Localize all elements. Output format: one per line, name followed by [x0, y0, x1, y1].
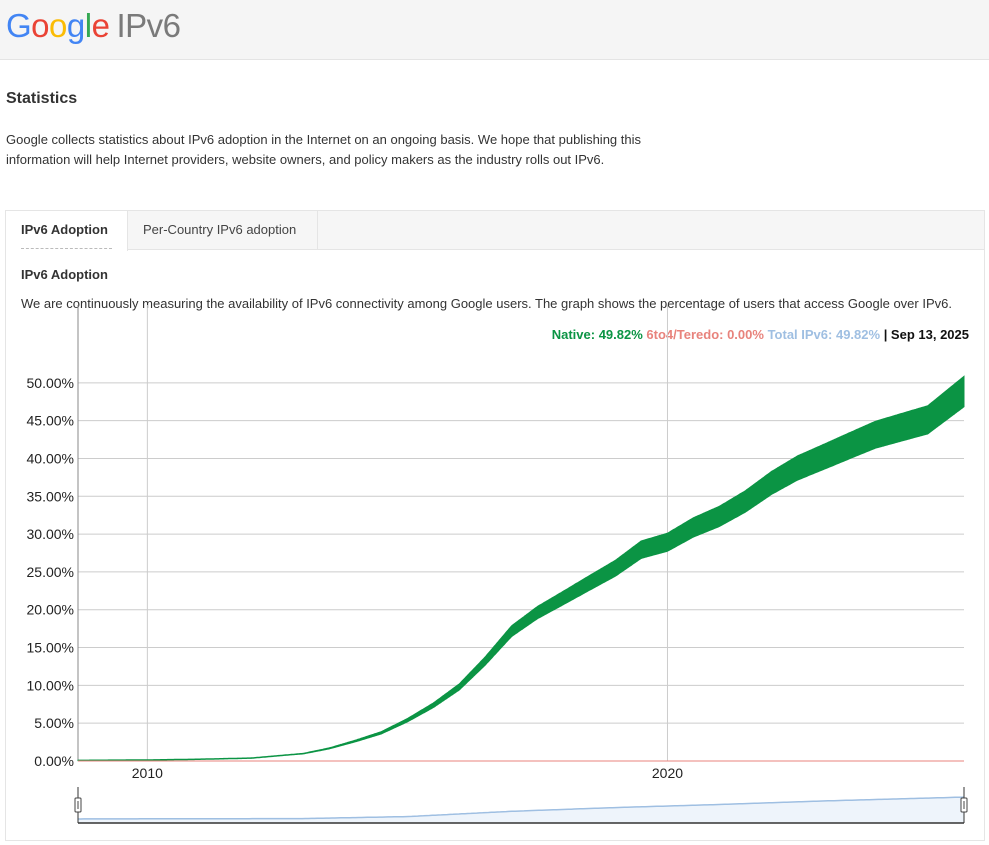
x-tick-label: 2010	[132, 765, 163, 781]
legend-native: Native: 49.82%	[551, 327, 643, 342]
tab-per-country-adoption[interactable]: Per-Country IPv6 adoption	[128, 211, 318, 250]
y-tick-label: 25.00%	[27, 564, 74, 580]
logo-letter: o	[31, 7, 50, 44]
tab-underline	[21, 248, 112, 249]
section-title: IPv6 Adoption	[21, 267, 108, 282]
section-description: We are continuously measuring the availa…	[21, 296, 952, 311]
ipv6-adoption-chart[interactable]: 0.00% 5.00% 10.00% 15.00% 20.00% 25.00% 30.00%…	[6, 211, 984, 840]
site-header: Google IPv6	[0, 0, 989, 60]
y-tick-label: 15.00%	[27, 640, 74, 656]
tab-bar: IPv6 Adoption Per-Country IPv6 adoption	[6, 211, 984, 251]
y-tick-label: 30.00%	[27, 526, 74, 542]
logo-product-name: IPv6	[116, 7, 181, 44]
intro-text: Google collects statistics about IPv6 ad…	[6, 132, 642, 167]
y-tick-label: 35.00%	[27, 488, 74, 504]
y-tick-label: 20.00%	[27, 602, 74, 618]
y-tick-label: 45.00%	[27, 413, 74, 429]
x-tick-label: 2020	[652, 765, 683, 781]
range-selector-area	[78, 797, 964, 823]
logo-letter: e	[91, 7, 110, 44]
y-tick-label: 10.00%	[27, 677, 74, 693]
page-title: Statistics	[6, 90, 78, 107]
google-ipv6-logo[interactable]: Google IPv6	[6, 4, 181, 48]
adoption-panel: IPv6 Adoption Per-Country IPv6 adoption …	[5, 210, 985, 841]
legend-date: | Sep 13, 2025	[883, 327, 969, 342]
y-tick-label: 0.00%	[34, 753, 74, 769]
logo-letter: o	[49, 7, 67, 44]
y-tick-label: 40.00%	[27, 450, 74, 466]
chart-legend: Native: 49.82% 6to4/Teredo: 0.00% Total …	[552, 327, 969, 342]
series-native-band	[77, 375, 965, 762]
tab-label: Per-Country IPv6 adoption	[143, 222, 297, 237]
legend-teredo: 6to4/Teredo: 0.00%	[646, 327, 764, 342]
logo-letter: G	[6, 7, 32, 44]
tab-ipv6-adoption[interactable]: IPv6 Adoption	[6, 211, 128, 251]
legend-total: Total IPv6: 49.82%	[767, 327, 881, 342]
tab-label: IPv6 Adoption	[21, 222, 108, 237]
y-tick-label: 5.00%	[34, 715, 74, 731]
logo-letter: g	[66, 7, 85, 44]
logo-letter: l	[84, 7, 92, 44]
y-tick-label: 50.00%	[27, 375, 74, 391]
range-selector-line	[78, 796, 965, 820]
